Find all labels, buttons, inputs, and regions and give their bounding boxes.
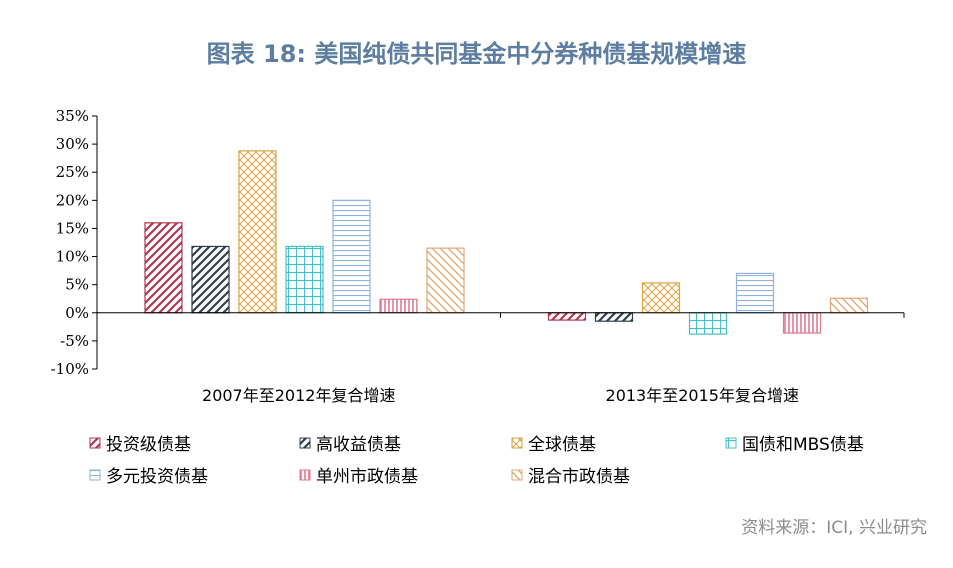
legend-swatch bbox=[511, 469, 523, 481]
bar bbox=[285, 245, 324, 314]
source-note: 资料来源：ICI, 兴业研究 bbox=[741, 518, 927, 538]
legend-label: 混合市政债基 bbox=[528, 467, 630, 487]
y-tick-label: 30% bbox=[56, 135, 89, 153]
legend-swatch bbox=[299, 437, 311, 449]
bar bbox=[547, 312, 587, 321]
chart-title: 图表 18: 美国纯债共同基金中分券种债基规模增速 bbox=[206, 40, 747, 68]
bar bbox=[238, 150, 277, 314]
bar bbox=[735, 272, 775, 314]
bar bbox=[379, 298, 418, 314]
legend-swatch bbox=[511, 437, 523, 449]
bar bbox=[829, 297, 869, 314]
bar bbox=[332, 199, 371, 314]
legend-swatch bbox=[89, 437, 101, 449]
y-tick-label: 35% bbox=[56, 107, 89, 125]
y-tick-label: 15% bbox=[56, 219, 89, 237]
bar bbox=[594, 312, 634, 322]
legend-label: 全球债基 bbox=[528, 435, 596, 455]
y-tick-label: 5% bbox=[65, 276, 89, 294]
bar bbox=[191, 245, 230, 314]
legend-label: 单州市政债基 bbox=[316, 467, 418, 487]
legend-swatch bbox=[299, 469, 311, 481]
x-category-label: 2013年至2015年复合增速 bbox=[606, 386, 799, 405]
y-tick-label: -5% bbox=[60, 332, 89, 350]
y-tick-label: -10% bbox=[51, 360, 89, 378]
legend-label: 国债和MBS债基 bbox=[742, 435, 864, 455]
legend-label: 投资级债基 bbox=[106, 435, 191, 455]
bar bbox=[144, 222, 183, 314]
y-tick-label: 25% bbox=[56, 163, 89, 181]
y-tick-label: 20% bbox=[56, 191, 89, 209]
legend-label: 高收益债基 bbox=[316, 435, 401, 455]
bar bbox=[688, 312, 728, 335]
bar bbox=[641, 282, 681, 314]
legend-swatch bbox=[725, 437, 737, 449]
x-category-label: 2007年至2012年复合增速 bbox=[202, 386, 395, 405]
legend-swatch bbox=[89, 469, 101, 481]
bar bbox=[426, 247, 465, 314]
y-tick-label: 0% bbox=[65, 304, 89, 322]
bar bbox=[782, 312, 822, 334]
legend-label: 多元投资债基 bbox=[106, 467, 208, 487]
y-tick-label: 10% bbox=[56, 248, 89, 266]
